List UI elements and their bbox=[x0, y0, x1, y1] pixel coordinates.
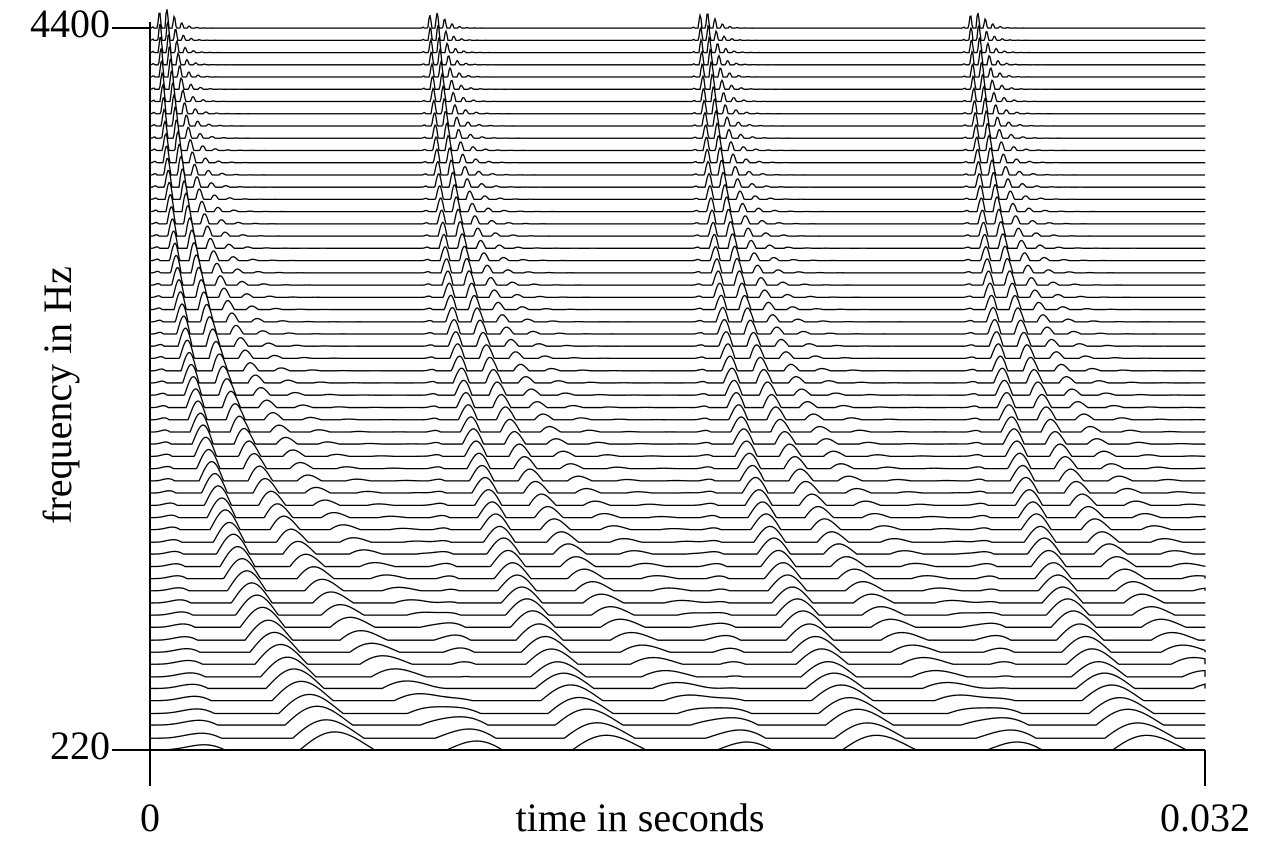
trace-line bbox=[150, 243, 1205, 261]
trace bbox=[150, 59, 1205, 77]
trace-line bbox=[150, 157, 1205, 175]
trace bbox=[150, 498, 1205, 518]
trace bbox=[150, 365, 1205, 383]
trace-line bbox=[150, 107, 1205, 126]
trace-line bbox=[150, 353, 1205, 371]
trace-line bbox=[150, 169, 1205, 187]
trace-line bbox=[150, 120, 1205, 138]
y-axis-label: frequency in Hz bbox=[35, 266, 80, 524]
trace bbox=[150, 120, 1205, 138]
trace bbox=[150, 144, 1205, 162]
trace-line bbox=[150, 71, 1205, 89]
trace bbox=[150, 462, 1205, 481]
trace-line bbox=[150, 498, 1205, 518]
trace bbox=[150, 280, 1205, 298]
x-tick-label: 0.032 bbox=[1160, 795, 1250, 840]
chart: time in seconds frequency in Hz 220 4400 0… bbox=[0, 0, 1263, 846]
x-tick-label: 0 bbox=[140, 795, 160, 840]
trace-line bbox=[150, 292, 1205, 310]
trace bbox=[150, 377, 1205, 395]
trace-line bbox=[150, 620, 1205, 640]
trace bbox=[150, 22, 1205, 40]
trace-line bbox=[150, 95, 1205, 114]
trace-line bbox=[150, 632, 1205, 652]
trace bbox=[150, 292, 1205, 310]
trace bbox=[150, 620, 1205, 640]
trace bbox=[150, 34, 1205, 52]
trace-line bbox=[150, 59, 1205, 77]
trace-line bbox=[150, 365, 1205, 383]
trace-line bbox=[150, 22, 1205, 40]
y-tick-label: 220 bbox=[50, 723, 110, 768]
trace bbox=[150, 107, 1205, 126]
trace-line bbox=[150, 34, 1205, 52]
trace-line bbox=[150, 181, 1205, 199]
y-tick-label: 4400 bbox=[30, 1, 110, 46]
trace-line bbox=[150, 9, 1205, 28]
trace-line bbox=[150, 132, 1205, 151]
trace bbox=[150, 83, 1205, 102]
trace bbox=[150, 71, 1205, 89]
trace bbox=[150, 486, 1205, 505]
trace bbox=[150, 132, 1205, 151]
trace bbox=[150, 47, 1205, 65]
x-axis-label: time in seconds bbox=[516, 795, 765, 840]
trace bbox=[150, 95, 1205, 114]
trace bbox=[150, 706, 1205, 725]
trace-line bbox=[150, 144, 1205, 162]
trace-line bbox=[150, 377, 1205, 395]
trace-line bbox=[150, 230, 1205, 248]
trace bbox=[150, 304, 1205, 322]
trace-line bbox=[150, 47, 1205, 65]
trace bbox=[150, 206, 1205, 224]
trace-line bbox=[150, 193, 1205, 211]
trace bbox=[150, 607, 1205, 627]
trace-line bbox=[150, 280, 1205, 298]
trace-line bbox=[150, 449, 1205, 468]
trace bbox=[150, 157, 1205, 175]
trace bbox=[150, 230, 1205, 248]
trace-line bbox=[150, 218, 1205, 236]
trace-line bbox=[150, 83, 1205, 102]
trace bbox=[150, 510, 1205, 530]
trace-line bbox=[150, 206, 1205, 224]
trace bbox=[150, 9, 1205, 28]
trace bbox=[150, 645, 1205, 665]
trace bbox=[150, 353, 1205, 371]
page: time in seconds frequency in Hz 220 4400 0… bbox=[0, 0, 1263, 846]
trace bbox=[150, 193, 1205, 211]
trace bbox=[150, 218, 1205, 236]
trace bbox=[150, 181, 1205, 199]
trace bbox=[150, 632, 1205, 652]
trace-line bbox=[150, 607, 1205, 627]
trace-line bbox=[150, 645, 1205, 665]
trace-line bbox=[150, 486, 1205, 505]
trace bbox=[150, 169, 1205, 187]
